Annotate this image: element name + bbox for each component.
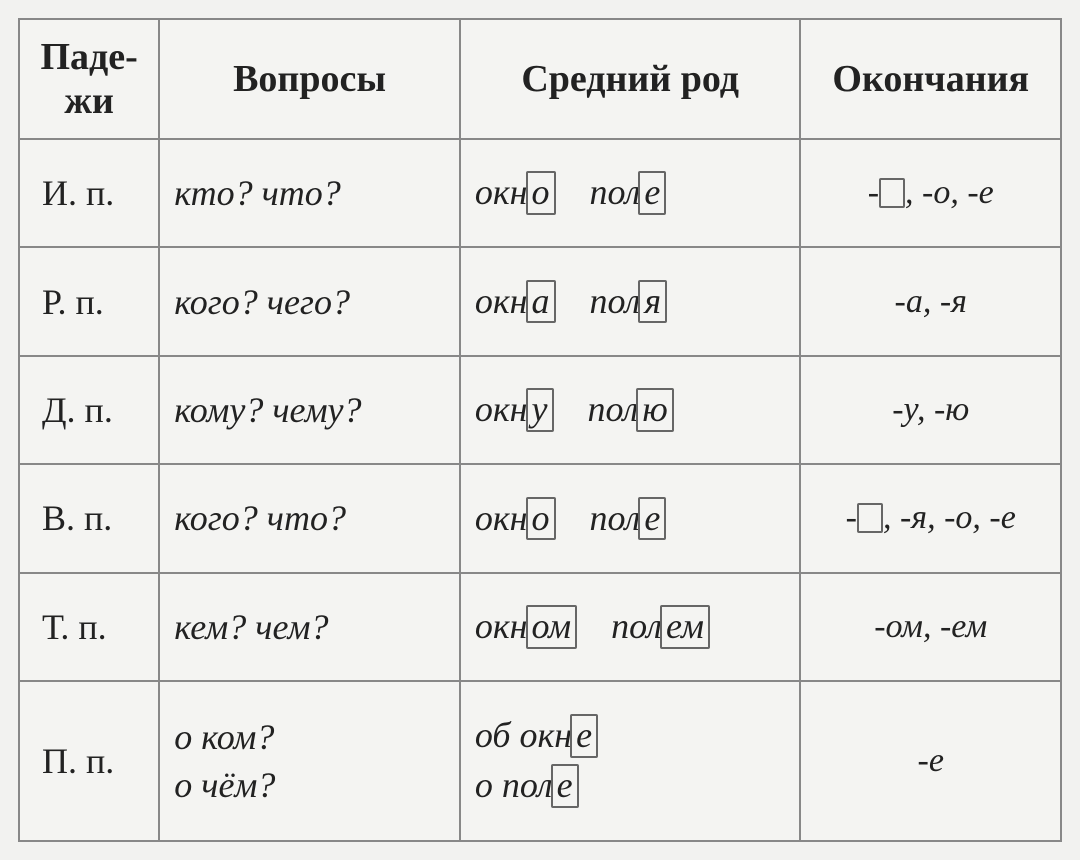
example-word: поле (590, 497, 667, 541)
header-row: Паде-жи Вопросы Средний род Окончания (19, 19, 1061, 139)
header-questions: Вопросы (159, 19, 460, 139)
example-word: полем (611, 605, 710, 649)
question-cell: кому? чему? (159, 356, 460, 464)
example-word: окном (475, 605, 577, 649)
example-word: окну (475, 388, 554, 432)
question-cell: кого? чего? (159, 247, 460, 355)
example-cell: окно поле (460, 464, 801, 572)
ending-box: а (526, 280, 556, 324)
ending-box: е (638, 497, 666, 541)
table-row: Р. п.кого? чего? окна поля -а, -я (19, 247, 1061, 355)
table-row: И. п.кто? что? окно поле -, -о, -е (19, 139, 1061, 247)
ending-box: е (638, 171, 666, 215)
example-cell: окна поля (460, 247, 801, 355)
case-cell: П. п. (19, 681, 159, 841)
ending-box: е (570, 714, 598, 758)
question-cell: о ком?о чём? (159, 681, 460, 841)
example-word: о поле (475, 764, 786, 808)
table-row: П. п.о ком?о чём? об окне о поле -е (19, 681, 1061, 841)
case-cell: Р. п. (19, 247, 159, 355)
table-row: В. п.кого? что? окно поле -, -я, -о, -е (19, 464, 1061, 572)
example-cell: окном полем (460, 573, 801, 681)
ending-box: о (526, 171, 556, 215)
case-cell: Д. п. (19, 356, 159, 464)
example-word: поле (590, 171, 667, 215)
case-cell: И. п. (19, 139, 159, 247)
endings-cell: -а, -я (800, 247, 1061, 355)
endings-cell: -ом, -ем (800, 573, 1061, 681)
example-word: об окне (475, 714, 786, 758)
endings-cell: -у, -ю (800, 356, 1061, 464)
example-word: окна (475, 280, 556, 324)
ending-box: ю (636, 388, 673, 432)
ending-box: я (638, 280, 667, 324)
ending-box: ем (660, 605, 710, 649)
table-row: Д. п.кому? чему? окну полю -у, -ю (19, 356, 1061, 464)
ending-box: у (526, 388, 554, 432)
header-examples: Средний род (460, 19, 801, 139)
example-word: поля (590, 280, 668, 324)
header-endings: Окончания (800, 19, 1061, 139)
ending-box: о (526, 497, 556, 541)
ending-box: ом (526, 605, 578, 649)
declension-table: Паде-жи Вопросы Средний род Окончания И.… (18, 18, 1062, 842)
question-cell: кто? что? (159, 139, 460, 247)
table-row: Т. п.кем? чем? окном полем -ом, -ем (19, 573, 1061, 681)
question-cell: кем? чем? (159, 573, 460, 681)
question-cell: кого? что? (159, 464, 460, 572)
case-cell: В. п. (19, 464, 159, 572)
endings-cell: -, -о, -е (800, 139, 1061, 247)
example-cell: об окне о поле (460, 681, 801, 841)
example-cell: окно поле (460, 139, 801, 247)
ending-box: е (551, 764, 579, 808)
example-word: полю (588, 388, 674, 432)
case-cell: Т. п. (19, 573, 159, 681)
example-word: окно (475, 171, 556, 215)
example-cell: окну полю (460, 356, 801, 464)
endings-cell: -е (800, 681, 1061, 841)
endings-cell: -, -я, -о, -е (800, 464, 1061, 572)
header-cases: Паде-жи (19, 19, 159, 139)
example-word: окно (475, 497, 556, 541)
